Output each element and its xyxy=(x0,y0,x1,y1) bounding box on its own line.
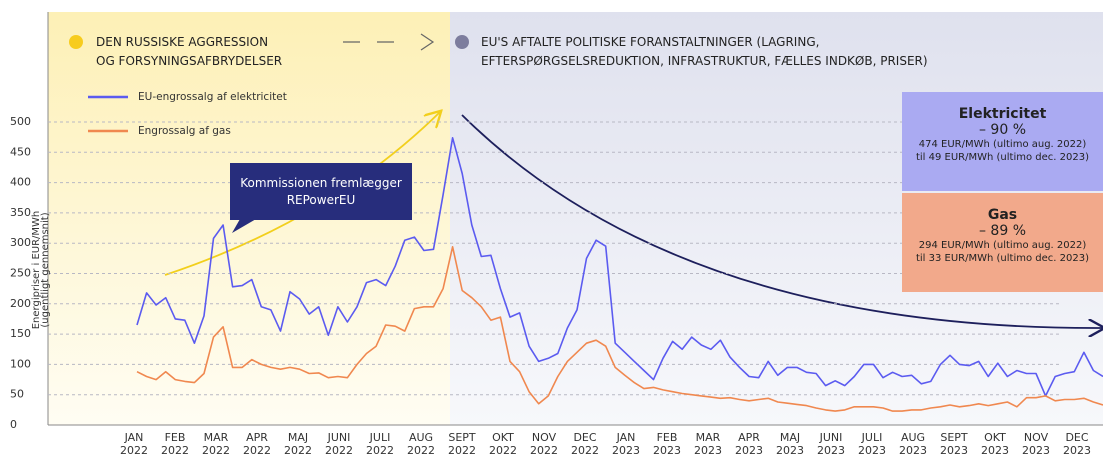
x-tick-label: MAR 2023 xyxy=(694,431,722,457)
x-tick-label: APR 2022 xyxy=(243,431,271,457)
x-tick-label: DEC 2022 xyxy=(571,431,599,457)
x-tick-label: JULI 2022 xyxy=(366,431,394,457)
x-tick-label: NOV 2023 xyxy=(1022,431,1050,457)
box-line: til 33 EUR/MWh (ultimo dec. 2023) xyxy=(915,253,1089,264)
y-tick-label: 150 xyxy=(10,327,31,340)
x-tick-label: MAJ 2023 xyxy=(776,431,804,457)
series-line xyxy=(136,246,1103,412)
phase-dot xyxy=(455,35,469,49)
x-tick-label: APR 2023 xyxy=(735,431,763,457)
box-title: Gas xyxy=(987,207,1018,223)
phase-label-line: OG FORSYNINGSAFBRYDELSER xyxy=(96,54,283,68)
callout: Kommissionen fremlægger REPowerEU xyxy=(230,163,412,220)
callout-pointer xyxy=(232,219,256,233)
y-tick-label: 450 xyxy=(10,145,31,158)
x-tick-label: SEPT 2022 xyxy=(448,431,476,457)
box-line: 474 EUR/MWh (ultimo aug. 2022) xyxy=(918,139,1087,150)
x-tick-label: SEPT 2023 xyxy=(940,431,968,457)
callout-line: Kommissionen fremlægger xyxy=(240,175,402,190)
x-tick-label: MAJ 2022 xyxy=(284,431,312,457)
phase-label-line: DEN RUSSISKE AGGRESSION xyxy=(96,35,269,49)
phase-label: EU'S AFTALTE POLITISKE FORANSTALTNINGER … xyxy=(481,33,928,71)
summary-box: Elektricitet – 90 % 474 EUR/MWh (ultimo au… xyxy=(902,92,1103,191)
y-tick-label: 350 xyxy=(10,206,31,219)
x-tick-label: JUNI 2022 xyxy=(325,431,353,457)
x-tick-label: JAN 2023 xyxy=(612,431,640,457)
y-axis-label: (ugentligt gennemsnit) xyxy=(40,212,51,327)
summary-box: Gas – 89 % 294 EUR/MWh (ultimo aug. 2022) t… xyxy=(902,193,1103,292)
legend-label: Engrossalg af gas xyxy=(138,125,231,137)
x-tick-label: FEB 2023 xyxy=(653,431,681,457)
y-tick-label: 500 xyxy=(10,115,31,128)
x-tick-label: JAN 2022 xyxy=(120,431,148,457)
x-tick-label: AUG 2022 xyxy=(407,431,435,457)
callout-line: REPowerEU xyxy=(286,192,356,207)
x-tick-label: DEC 2023 xyxy=(1063,431,1091,457)
x-tick-label: OKT 2022 xyxy=(489,431,517,457)
y-tick-label: 200 xyxy=(10,297,31,310)
y-tick-label: 300 xyxy=(10,236,31,249)
box-change: – 89 % xyxy=(978,223,1027,239)
box-change: – 90 % xyxy=(978,122,1027,138)
y-tick-label: 100 xyxy=(10,357,31,370)
x-tick-label: JUNI 2023 xyxy=(817,431,845,457)
legend-label: EU-engrossalg af elektricitet xyxy=(138,91,287,103)
box-line: til 49 EUR/MWh (ultimo dec. 2023) xyxy=(915,152,1089,163)
phase-arrow xyxy=(343,33,435,51)
y-axis-label: Energipriser i EUR/MWh xyxy=(31,211,42,330)
y-tick-label: 50 xyxy=(10,388,24,401)
phase-label-line: EFTERSPØRGSELSREDUKTION, INFRASTRUKTUR, … xyxy=(481,54,928,68)
x-tick-label: JULI 2023 xyxy=(858,431,886,457)
box-title: Elektricitet xyxy=(958,106,1047,122)
x-tick-label: AUG 2023 xyxy=(899,431,927,457)
x-tick-label: NOV 2022 xyxy=(530,431,558,457)
y-tick-label: 0 xyxy=(10,418,17,431)
y-tick-label: 400 xyxy=(10,176,31,189)
trend-arrow-down xyxy=(461,114,1103,328)
phase-dot xyxy=(69,35,83,49)
box-line: 294 EUR/MWh (ultimo aug. 2022) xyxy=(918,240,1087,251)
x-tick-label: MAR 2022 xyxy=(202,431,230,457)
phase-label: DEN RUSSISKE AGGRESSION OG FORSYNINGSAFBR… xyxy=(96,33,282,71)
phase-label-line: EU'S AFTALTE POLITISKE FORANSTALTNINGER … xyxy=(481,35,820,49)
y-tick-label: 250 xyxy=(10,267,31,280)
x-tick-label: OKT 2023 xyxy=(981,431,1009,457)
x-tick-label: FEB 2022 xyxy=(161,431,189,457)
series-line xyxy=(136,137,1103,397)
